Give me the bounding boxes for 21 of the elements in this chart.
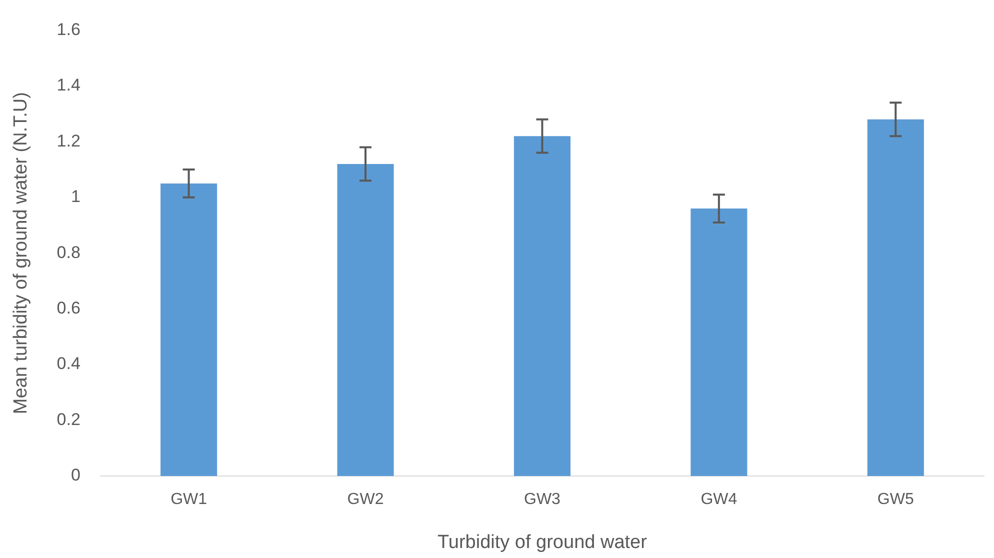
y-tick-label: 1.4 <box>56 76 80 95</box>
y-tick-label: 1.2 <box>56 131 80 150</box>
y-tick-label: 0 <box>70 466 80 485</box>
y-tick-label: 0.4 <box>56 354 80 374</box>
bar <box>690 208 748 476</box>
x-tick-label: GW1 <box>170 491 208 508</box>
bar <box>160 183 218 476</box>
x-tick-label: GW2 <box>347 491 384 508</box>
bar <box>337 164 394 476</box>
x-tick-label: GW5 <box>877 491 914 508</box>
y-tick-label: 0.8 <box>56 242 80 262</box>
y-tick-label: 1.6 <box>56 20 80 39</box>
x-axis-title: Turbidity of ground water <box>437 532 648 553</box>
y-tick-label: 0.2 <box>56 410 80 429</box>
x-tick-label: GW4 <box>700 491 738 508</box>
x-tick-label: GW3 <box>524 491 561 508</box>
bar <box>514 136 570 476</box>
bar <box>867 119 924 476</box>
y-tick-label: 0.6 <box>56 298 80 318</box>
y-tick-label: 1 <box>70 187 80 206</box>
y-axis-title: Mean turbidity of ground water (N.T.U) <box>10 92 32 414</box>
